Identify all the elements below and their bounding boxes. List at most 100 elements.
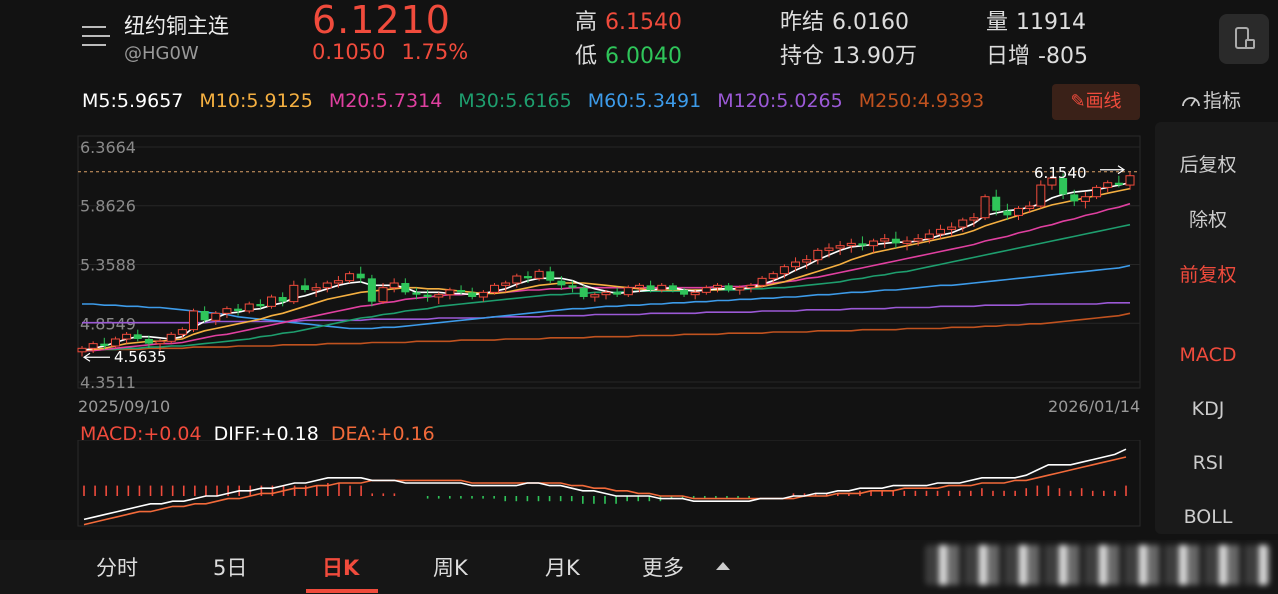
candle-body	[557, 280, 566, 286]
menu-icon[interactable]	[82, 26, 110, 48]
candle-body	[935, 228, 945, 235]
y-tick-label: 5.8626	[80, 197, 136, 216]
tab-2[interactable]: 日K	[322, 556, 360, 580]
candle-body	[177, 329, 187, 335]
tab-5[interactable]: 更多	[642, 556, 684, 580]
candle-body	[77, 347, 87, 353]
more-arrow-icon[interactable]	[716, 562, 730, 570]
candle-body	[1080, 196, 1090, 202]
candle-body	[712, 284, 723, 289]
candle-body	[601, 291, 611, 296]
candle-body	[568, 285, 577, 288]
draw-line-label: 画线	[1085, 91, 1122, 112]
ma-legend-item: M5:5.9657	[82, 90, 184, 112]
ma-line-m10	[81, 187, 1131, 352]
macd-chart[interactable]	[0, 440, 1150, 530]
candle-body	[1092, 186, 1102, 198]
candle-body	[222, 308, 232, 314]
candle-body	[1103, 182, 1113, 188]
candle-body	[457, 290, 466, 293]
instrument-title: 纽约铜主连	[124, 14, 229, 38]
candle-body	[768, 273, 778, 279]
volume-value: 11914	[1016, 10, 1087, 35]
candle-body	[546, 271, 555, 281]
candle-body	[378, 287, 388, 303]
candle-body	[902, 240, 912, 244]
macd-frame	[77, 440, 1141, 527]
instrument-code: @HG0W	[124, 43, 199, 64]
candle-body	[835, 245, 845, 249]
side-panel: 后复权除权前复权 MACD KDJ RSI BOLL	[1155, 122, 1278, 534]
indicator-button[interactable]: 指标	[1181, 86, 1241, 113]
candle-body	[623, 287, 633, 296]
candle-body	[701, 287, 711, 293]
prev-settle-stat: 昨结 6.0160	[780, 4, 909, 36]
ma-line-m5	[81, 181, 1131, 352]
side-item-kdj[interactable]: KDJ	[1191, 398, 1225, 420]
side-item-后复权[interactable]: 后复权	[1179, 154, 1237, 176]
candle-body	[735, 287, 745, 291]
candle-body	[724, 285, 733, 291]
ma-legend-item: M250:4.9393	[858, 90, 985, 112]
candle-body	[345, 273, 355, 282]
tab-0[interactable]: 分时	[96, 556, 138, 580]
volume-stat: 量 11914	[986, 4, 1086, 36]
candle-body	[100, 343, 109, 346]
ma-line-m120	[82, 301, 1130, 324]
candle-body	[913, 238, 923, 242]
candle-body	[401, 283, 410, 293]
candle-body	[211, 312, 221, 321]
candle-body	[434, 294, 444, 298]
candle-body	[468, 292, 477, 298]
side-item-除权[interactable]: 除权	[1188, 209, 1227, 231]
candle-body	[813, 249, 823, 261]
candle-body	[846, 242, 856, 247]
ma-legend-item: M30:5.6165	[458, 90, 572, 112]
ma-legend-item: M120:5.0265	[717, 90, 843, 112]
candle-body	[980, 196, 990, 219]
candle-body	[891, 238, 900, 244]
side-item-前复权[interactable]: 前复权	[1179, 264, 1237, 286]
candle-body	[523, 276, 532, 279]
candle-body	[133, 334, 142, 339]
device-switch-button[interactable]	[1219, 14, 1269, 64]
y-tick-label: 5.3588	[80, 255, 136, 274]
price-chart[interactable]: 6.3664 5.8626 5.3588 4.8549 4.3511 6.1540 4.56…	[0, 0, 1150, 420]
y-tick-label: 4.8549	[80, 314, 136, 333]
candle-body	[757, 277, 767, 286]
daily-change-value: -805	[1038, 44, 1088, 69]
candle-body	[1047, 177, 1057, 186]
candle-body	[969, 217, 979, 221]
side-item-boll[interactable]: BOLL	[1183, 506, 1233, 528]
open-interest-label: 持仓	[780, 44, 825, 69]
candle-body	[234, 308, 243, 311]
candle-body	[746, 284, 756, 289]
max-price-annotation: 6.1540	[1034, 164, 1087, 182]
candle-body	[356, 273, 365, 279]
tab-1[interactable]: 5日	[213, 556, 248, 580]
chart-frame	[77, 135, 1141, 389]
low-stat: 低 6.0040	[575, 38, 682, 70]
tab-4[interactable]: 月K	[545, 556, 580, 580]
side-item-rsi[interactable]: RSI	[1192, 452, 1224, 474]
prev-settle-label: 昨结	[780, 10, 825, 35]
candle-body	[267, 296, 277, 307]
tab-3[interactable]: 周K	[433, 556, 468, 580]
price-change: 0.1050 1.75%	[312, 40, 484, 64]
candle-body	[613, 292, 622, 295]
candle-body	[634, 284, 644, 289]
blurred-watermark	[925, 545, 1270, 585]
draw-line-button[interactable]: ✎画线	[1052, 84, 1140, 120]
daily-change-label: 日增	[986, 44, 1031, 69]
side-item-macd[interactable]: MACD	[1179, 344, 1237, 366]
x-start-date: 2025/09/10	[78, 397, 171, 416]
x-end-date: 2026/01/14	[1048, 397, 1141, 416]
daily-change-stat: 日增 -805	[986, 38, 1088, 70]
low-value: 6.0040	[605, 44, 682, 69]
candle-body	[958, 219, 968, 228]
ma-line-m20	[82, 202, 1131, 352]
candle-body	[1025, 205, 1035, 209]
prev-settle-value: 6.0160	[832, 10, 909, 35]
candle-body	[445, 289, 455, 296]
device-icon	[1235, 27, 1255, 49]
